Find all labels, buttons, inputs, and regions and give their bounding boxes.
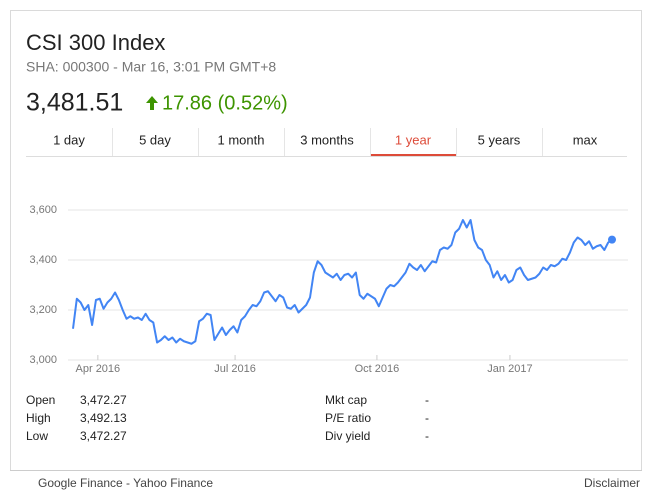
title: CSI 300 Index	[26, 30, 165, 55]
tab[interactable]: 5 day	[139, 132, 171, 147]
tab[interactable]: max	[573, 132, 598, 147]
x-tick-label: Oct 2016	[355, 363, 400, 375]
price-line	[72, 219, 613, 345]
stat-value: 3,472.27	[80, 393, 127, 407]
stat-value: 3,492.13	[80, 411, 127, 425]
stat-label: P/E ratio	[325, 411, 371, 425]
stat-label: High	[26, 411, 51, 425]
last-point	[608, 235, 616, 244]
up-arrow	[146, 96, 158, 110]
x-tick-label: Apr 2016	[76, 363, 121, 375]
stat-value: 3,472.27	[80, 429, 127, 443]
stat-label: Low	[26, 429, 48, 443]
y-tick-label: 3,600	[29, 204, 57, 216]
price: 3,481.51	[26, 89, 123, 117]
tab[interactable]: 5 years	[478, 132, 521, 147]
stat-value: -	[425, 429, 429, 443]
stats: Open 3,472.27 High 3,492.13 Low 3,472.27 Mkt c…	[26, 393, 429, 443]
tab[interactable]: 3 months	[300, 132, 354, 147]
y-tick-label: 3,400	[29, 254, 57, 266]
x-tick-label: Jan 2017	[487, 363, 532, 375]
stat-label: Div yield	[325, 429, 370, 443]
card	[10, 10, 642, 471]
x-tick-label: Jul 2016	[214, 363, 256, 375]
subtitle: SHA: 000300 - Mar 16, 3:01 PM GMT+8	[26, 59, 276, 75]
stat-label: Open	[26, 393, 55, 407]
active-tab-underline	[370, 154, 456, 156]
tabs: 1 day 5 day 1 month 3 months 1 year 5 years ma…	[53, 128, 598, 156]
chart: 3,000 3,200 3,400 3,600 Apr 2016 Jul 2016 Oct …	[29, 204, 628, 375]
disclaimer-link[interactable]: Disclaimer	[584, 476, 640, 490]
y-tick-label: 3,000	[29, 354, 57, 366]
change: 17.86 (0.52%)	[162, 92, 288, 114]
tab[interactable]: 1 day	[53, 132, 85, 147]
stat-value: -	[425, 393, 429, 407]
stat-value: -	[425, 411, 429, 425]
tab[interactable]: 1 year	[395, 132, 432, 147]
stat-label: Mkt cap	[325, 393, 367, 407]
y-tick-label: 3,200	[29, 304, 57, 316]
sources-link[interactable]: Google Finance - Yahoo Finance	[38, 476, 213, 490]
tab[interactable]: 1 month	[218, 132, 265, 147]
